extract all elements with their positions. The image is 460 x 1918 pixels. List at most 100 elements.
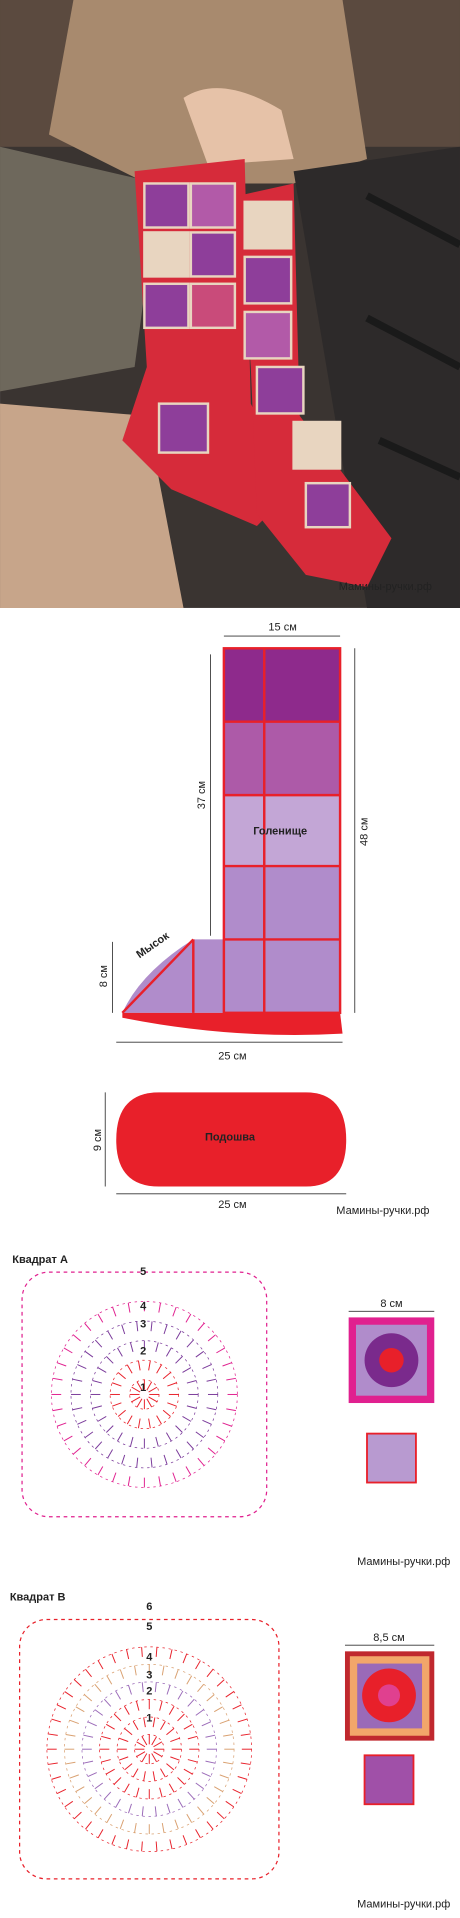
stitch [216, 1347, 226, 1354]
round-number: 5 [146, 1621, 152, 1633]
outer-round [18, 1618, 280, 1880]
stitch [94, 1441, 103, 1450]
stitch [232, 1704, 242, 1710]
stitch [182, 1416, 192, 1422]
shaft-label: Голенище [253, 826, 307, 838]
stitch [166, 1763, 175, 1771]
stitch [85, 1668, 92, 1678]
stitch [94, 1683, 102, 1693]
stitch [170, 1737, 180, 1742]
stitch [73, 1811, 82, 1820]
stitch [105, 1356, 114, 1364]
stitch [185, 1466, 192, 1476]
stitch [77, 1419, 87, 1425]
stitch [187, 1791, 195, 1800]
stitch [137, 1418, 141, 1429]
stitch [64, 1800, 74, 1808]
stitch [115, 1798, 121, 1808]
stitch [161, 1665, 165, 1676]
stitch [137, 1360, 141, 1371]
round-number: 1 [140, 1382, 146, 1394]
stitch [127, 1476, 131, 1487]
stitch [205, 1760, 216, 1764]
stitch [131, 1386, 141, 1393]
stitch [187, 1698, 195, 1707]
stitch [186, 1813, 193, 1823]
stitch [156, 1415, 162, 1425]
stitch [154, 1806, 157, 1817]
stitch [151, 1736, 158, 1746]
stitch [134, 1665, 137, 1676]
stitch [103, 1791, 112, 1800]
square-title: Квадрат А [12, 1254, 68, 1266]
stitch [112, 1402, 122, 1407]
stitch [156, 1364, 162, 1374]
stitch [183, 1723, 193, 1730]
round-number: 1 [146, 1713, 152, 1725]
stitch [197, 1322, 205, 1332]
stitch [101, 1759, 111, 1763]
stitch [132, 1768, 139, 1778]
stitch [177, 1798, 184, 1808]
stitch [195, 1829, 201, 1839]
stitch [167, 1382, 177, 1387]
stitch [237, 1776, 248, 1780]
stitch [182, 1367, 192, 1373]
stitch [165, 1347, 172, 1357]
stitch [186, 1441, 194, 1450]
stitch [126, 1364, 133, 1374]
round-ring [109, 1359, 179, 1430]
stitch [225, 1800, 235, 1808]
stitch [159, 1787, 163, 1798]
size-label: 8 см [380, 1298, 402, 1310]
stitch [143, 1717, 146, 1728]
stitch [186, 1380, 197, 1384]
stitch [177, 1713, 185, 1722]
stitch [77, 1364, 87, 1370]
stitch [111, 1835, 116, 1845]
stitch [113, 1713, 122, 1722]
round-number: 3 [146, 1670, 152, 1682]
stitch [135, 1787, 140, 1798]
stitch [52, 1408, 63, 1412]
stitch [169, 1839, 173, 1850]
stitch [240, 1733, 251, 1736]
stitch [97, 1416, 107, 1422]
stitch [148, 1360, 151, 1371]
stitch [124, 1763, 133, 1771]
stitch [65, 1761, 76, 1765]
stitch [175, 1425, 183, 1433]
stitch [105, 1723, 115, 1730]
stitch [172, 1306, 177, 1317]
stitch [175, 1449, 182, 1459]
stitch [56, 1788, 67, 1795]
stitch [121, 1454, 126, 1465]
stitch [47, 1762, 58, 1765]
stitch [216, 1811, 225, 1820]
stitch [85, 1821, 92, 1830]
square-a: Квадрат А 8 см Мамины-ручки.рф 1 2 3 4 5 [12, 1254, 450, 1568]
stitch [195, 1782, 204, 1790]
stitch [153, 1741, 163, 1748]
stitch [185, 1313, 192, 1323]
round-number: 4 [140, 1300, 147, 1312]
stitch [112, 1382, 122, 1387]
stitch [115, 1690, 121, 1700]
stitch [148, 1386, 158, 1393]
stitch [163, 1454, 168, 1465]
stitch [97, 1829, 104, 1839]
stitch [72, 1334, 81, 1342]
stitch [94, 1339, 103, 1348]
stitch [129, 1436, 134, 1447]
stitch [136, 1398, 143, 1408]
round-number: 4 [146, 1651, 153, 1663]
stitch [186, 1405, 197, 1409]
stitch [69, 1774, 79, 1779]
stitch [177, 1777, 185, 1785]
stitch [160, 1768, 166, 1778]
stitch [195, 1431, 205, 1438]
stitch [166, 1803, 171, 1814]
stitch [56, 1362, 67, 1367]
stitch [186, 1339, 194, 1348]
stitch [126, 1839, 130, 1850]
